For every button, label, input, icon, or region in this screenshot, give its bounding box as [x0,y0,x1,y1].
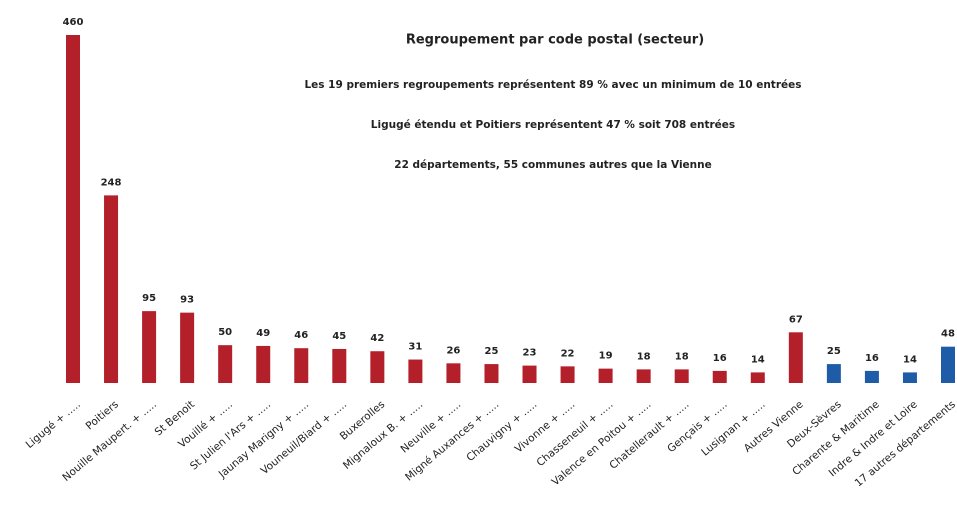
bar [256,345,271,383]
value-label: 25 [485,346,499,357]
value-label: 22 [561,348,575,359]
bar [636,369,651,383]
value-label: 23 [523,348,537,359]
value-label: 16 [713,353,727,364]
value-label: 46 [294,330,308,341]
value-label: 14 [751,354,765,365]
value-label: 67 [789,314,803,325]
bar [826,364,841,383]
value-label: 18 [637,351,651,362]
chart-title: Regroupement par code postal (secteur) [406,33,704,48]
bar [712,370,727,383]
bar [598,368,613,383]
bar [332,348,347,383]
value-label: 25 [827,346,841,357]
value-label: 18 [675,351,689,362]
bar [218,345,233,383]
value-label: 45 [332,331,346,342]
x-tick-label: Lusignan + ..... [699,398,767,458]
bar [522,365,537,383]
bar [941,346,955,383]
bar [750,372,765,383]
annotation: 22 départements, 55 communes autres que … [394,159,711,171]
bar [370,351,385,383]
bar [484,364,499,383]
value-label: 42 [370,333,384,344]
bar [294,348,309,383]
bar [446,363,461,383]
value-label: 31 [408,342,422,353]
bar [66,35,80,383]
bar [788,332,803,383]
value-label: 93 [180,295,194,306]
value-label: 48 [941,329,955,340]
bar [864,370,879,383]
bar [180,312,195,383]
value-label: 460 [63,17,84,28]
value-label: 16 [865,353,879,364]
bar [902,372,917,383]
value-label: 95 [142,293,156,304]
x-tick-label: Chauvigny + ..... [464,398,539,464]
value-label: 14 [903,354,917,365]
annotation: Ligugé étendu et Poitiers représentent 4… [371,119,735,131]
bar [408,359,423,383]
value-label: 26 [446,345,460,356]
x-tick-label: Ligugé + ..... [24,398,83,451]
bar [104,195,119,383]
value-label: 248 [101,177,122,188]
bar [142,311,157,383]
bar [674,369,689,383]
value-label: 49 [256,328,270,339]
value-label: 19 [599,351,613,362]
value-label: 50 [218,327,232,338]
bar [560,366,575,383]
annotation: Les 19 premiers regroupements représente… [304,79,801,91]
